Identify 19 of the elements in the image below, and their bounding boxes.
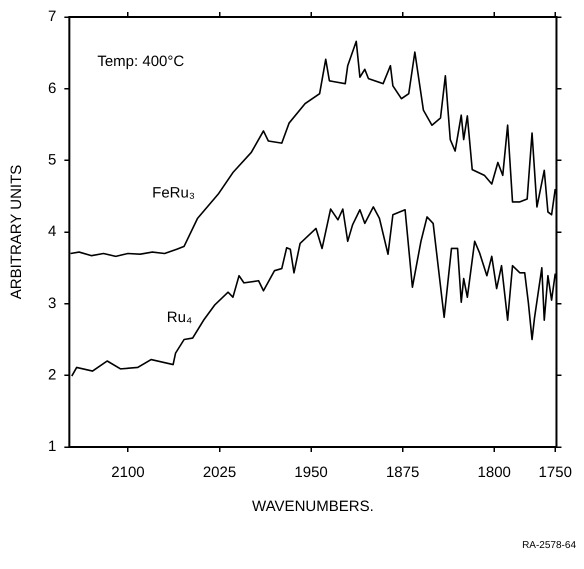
y-tick-label: 6 [48, 80, 56, 97]
y-tick-label: 4 [48, 223, 56, 240]
x-tick-label: 2025 [202, 464, 236, 482]
x-tick-label: 1750 [538, 464, 572, 482]
x-tick-label: 2100 [111, 464, 145, 482]
y-tick-label: 2 [48, 366, 56, 384]
x-axis-title: WAVENUMBERS. [252, 498, 374, 516]
x-tick-label: 1875 [386, 464, 420, 482]
annotation: Temp: 400°C [97, 53, 184, 70]
y-tick-label: 1 [48, 438, 56, 456]
y-tick-label: 3 [48, 294, 56, 312]
y-axis-title: ARBITRARY UNITS [8, 164, 26, 300]
y-tick-label: 5 [48, 151, 56, 168]
x-tick-label: 1950 [294, 464, 328, 482]
text: RA-2578-64 [522, 540, 576, 551]
series-label: FeRu₃ [152, 184, 195, 202]
x-tick-label: 1800 [478, 464, 511, 482]
y-tick-label: 7 [48, 8, 56, 26]
series-label: Ru₄ [166, 309, 192, 326]
